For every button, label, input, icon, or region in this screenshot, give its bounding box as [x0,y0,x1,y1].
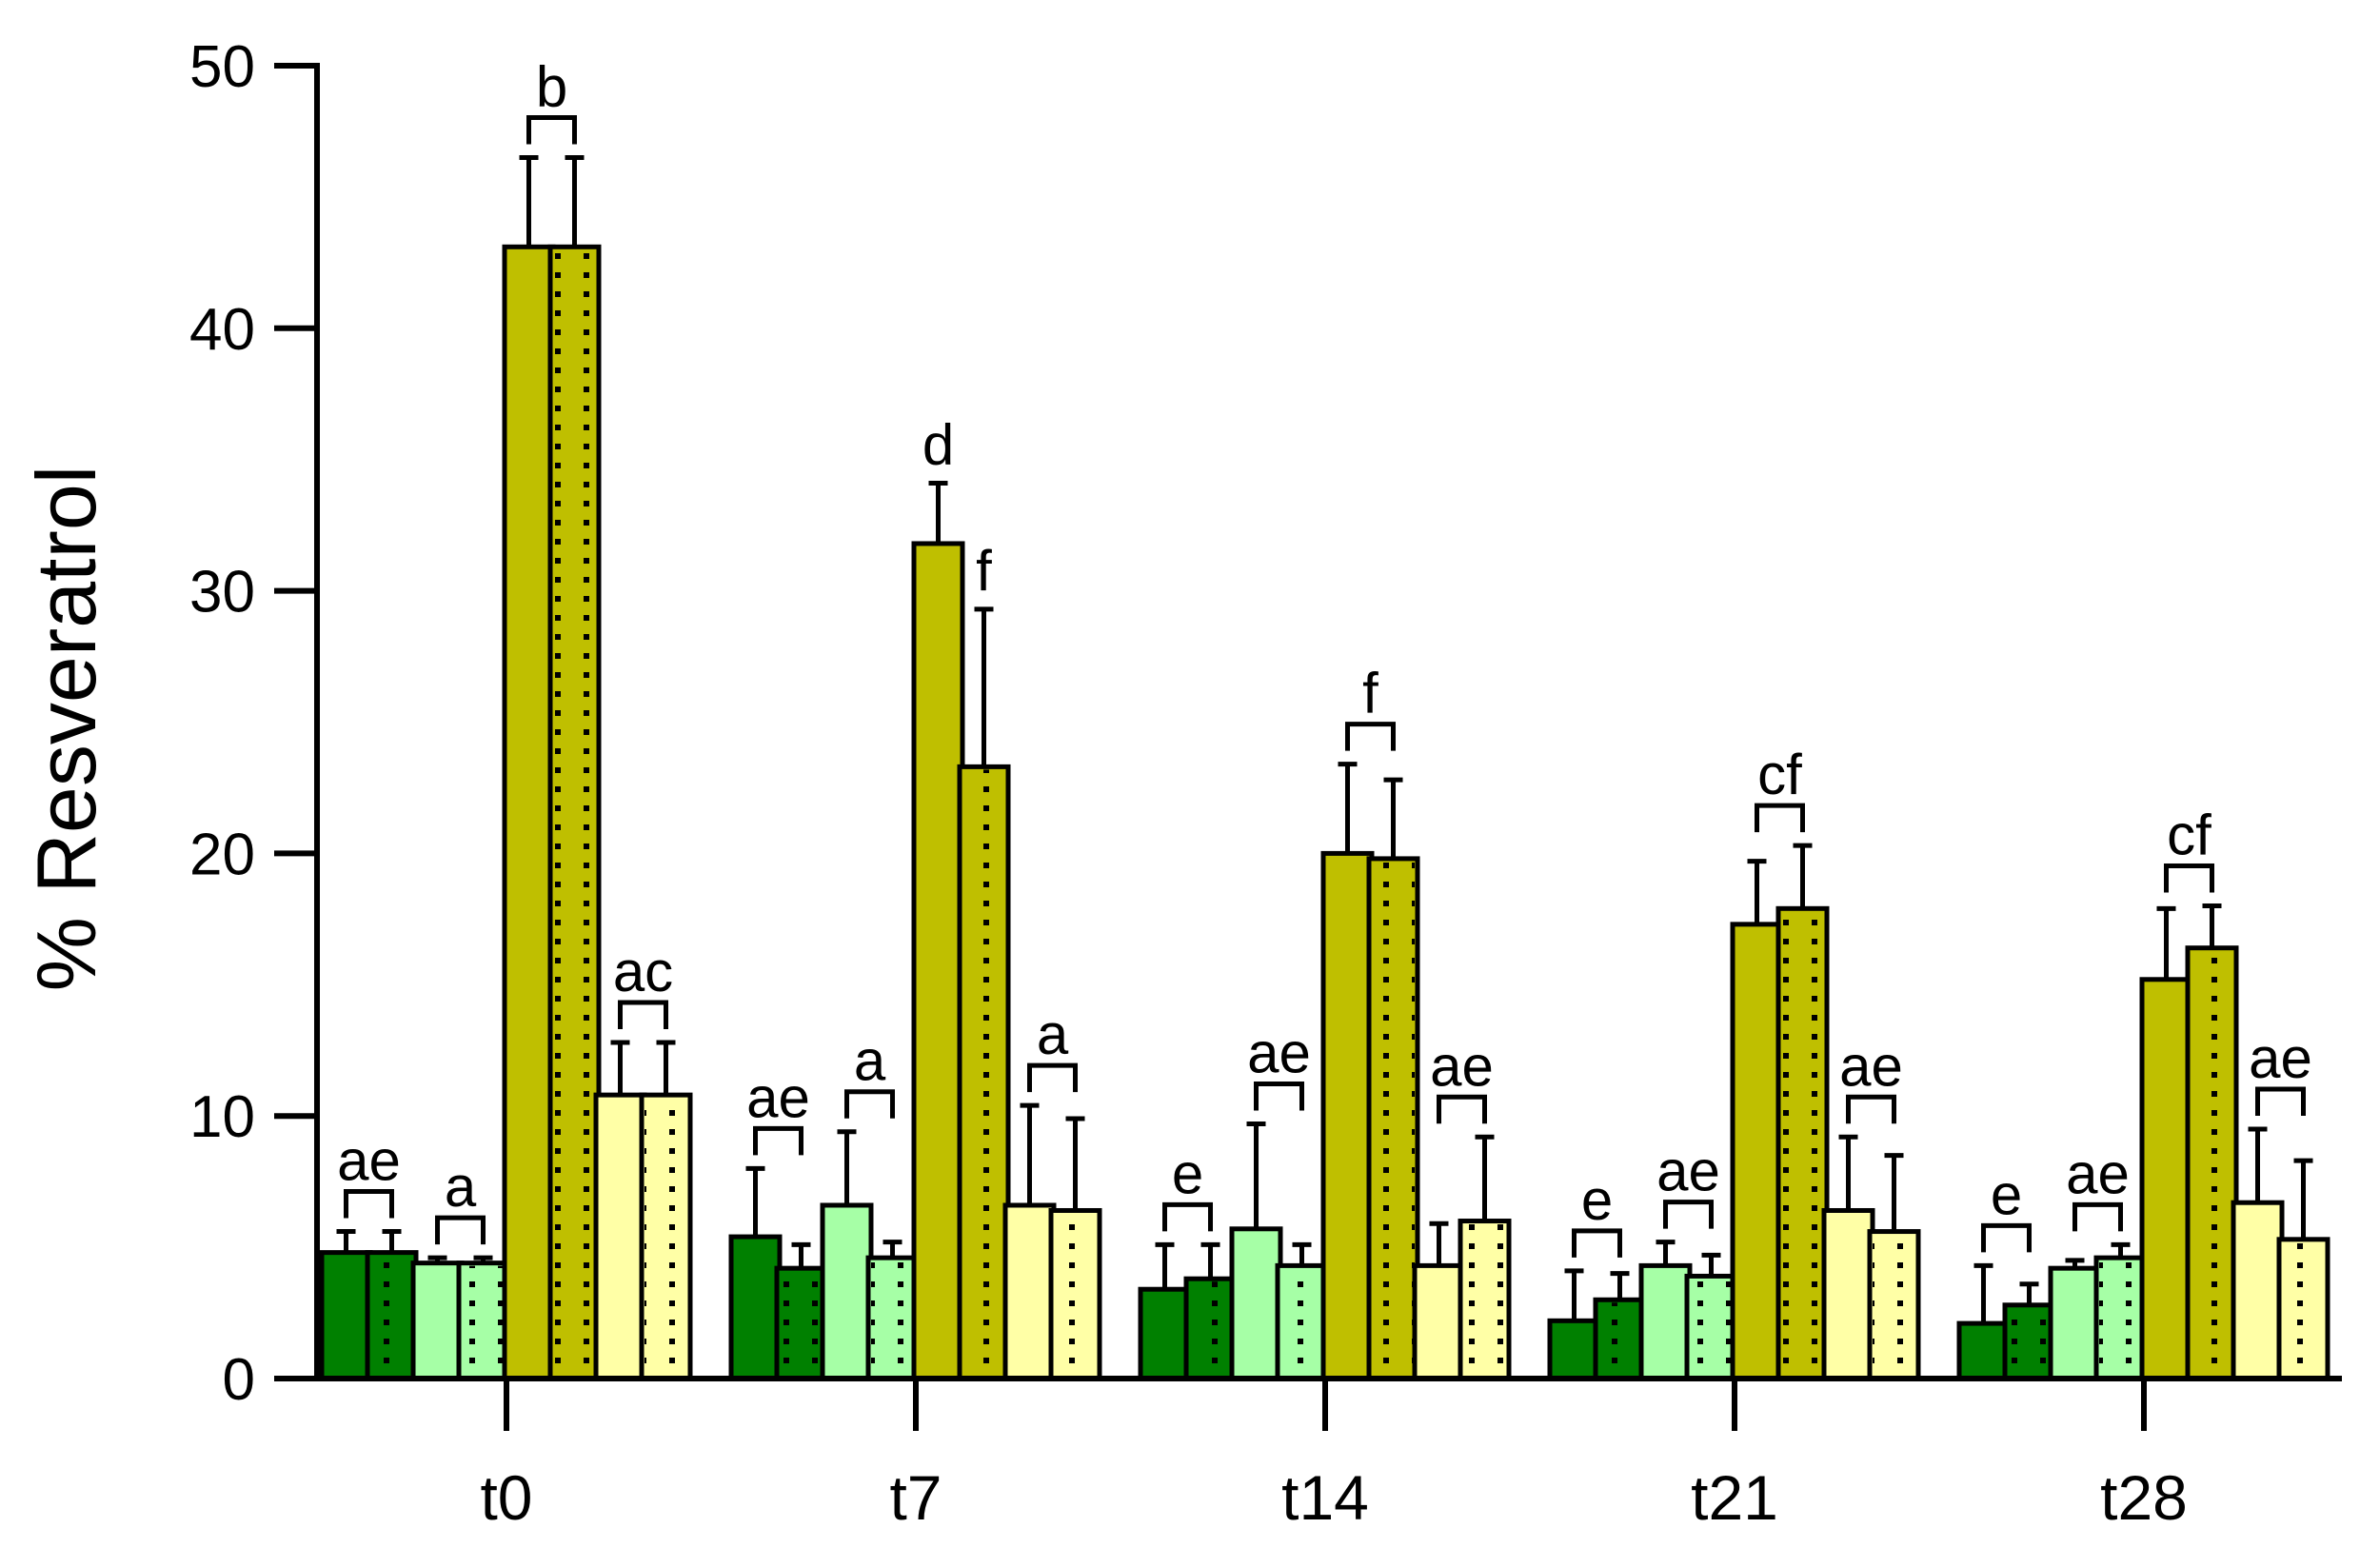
bar [1547,1318,1601,1381]
bar-dot-overlay [370,1255,413,1376]
significance-label: ac [613,940,673,1003]
bar-dot-overlay [1873,1234,1915,1376]
significance-bracket [1981,1222,2032,1253]
bar [1730,922,1784,1381]
bar-dot-overlay [1781,911,1824,1376]
bar-dot-overlay [1280,1268,1323,1376]
significance-bracket [1437,1094,1487,1124]
significance-bracket [1572,1228,1622,1258]
significance-label: b [536,55,567,119]
bar [1821,1207,1875,1381]
significance-label: cf [1757,743,1802,806]
significance-bracket [2072,1201,2123,1232]
y-tick-label: 40 [189,297,255,363]
significance-label: cf [2167,804,2211,867]
significance-label: a [1037,1002,1069,1066]
bar [1956,1320,2011,1381]
y-tick-label: 10 [189,1084,255,1150]
bar-dot-overlay [1598,1302,1641,1376]
bar-dot-overlay [1054,1213,1097,1376]
bar-dot-overlay [1690,1279,1733,1376]
x-tick-label: t7 [889,1462,942,1533]
bar [820,1202,874,1381]
bar-dot-overlay [645,1098,687,1376]
bar-dot-overlay [1372,861,1415,1376]
significance-bracket [1663,1200,1714,1229]
significance-label: ae [2249,1026,2312,1090]
significance-label: ae [337,1129,401,1193]
significance-bracket [435,1215,486,1245]
bar [319,1250,373,1381]
y-tick-label: 30 [189,560,255,625]
significance-label: ae [1656,1140,1720,1203]
significance-bracket [1755,803,1805,833]
bar [1229,1226,1283,1381]
significance-label: ae [1430,1034,1494,1098]
bar-dot-overlay [2099,1260,2142,1376]
y-tick-label: 20 [189,822,255,887]
significance-label: f [976,539,992,603]
significance-bracket [344,1189,394,1219]
bar [2048,1265,2102,1381]
significance-bracket [618,1000,668,1029]
significance-label: e [1172,1141,1203,1205]
significance-bracket [1162,1201,1213,1232]
x-tick-label: t14 [1281,1462,1369,1533]
bar [1320,850,1375,1381]
x-tick-label: t0 [480,1462,532,1533]
significance-bracket [1254,1081,1304,1111]
x-tick-label: t28 [2100,1462,2188,1533]
significance-label: e [1991,1162,2022,1226]
bar-dot-overlay [962,769,1005,1376]
significance-bracket [1846,1094,1896,1124]
significance-label: a [445,1155,477,1219]
bar-dot-overlay [2282,1241,2325,1376]
significance-bracket [753,1125,803,1156]
significance-bracket [1027,1062,1078,1093]
significance-label: ae [1839,1034,1903,1098]
y-tick-label: 50 [189,34,255,100]
bar [1138,1286,1192,1381]
significance-label: d [922,413,954,477]
bar-dot-overlay [780,1271,823,1376]
significance-bracket [1345,722,1396,751]
bar-dot-overlay [553,249,596,1376]
significance-bracket [844,1089,895,1119]
x-tick-label: t21 [1691,1462,1778,1533]
bar-dot-overlay [871,1260,914,1376]
y-tick-label: 0 [223,1347,255,1413]
bar-dot-overlay [1463,1223,1506,1376]
significance-bracket [2164,863,2214,893]
y-axis-label: % Resveratrol [19,466,113,992]
significance-label: ae [2066,1141,2130,1205]
significance-label: e [1581,1168,1613,1232]
bar-dot-overlay [2191,950,2233,1376]
significance-label: ae [1247,1021,1311,1084]
significance-bracket [526,115,577,145]
bar [728,1234,783,1381]
bar-dot-overlay [2008,1307,2051,1376]
bar [1412,1262,1466,1381]
significance-label: a [854,1029,886,1093]
bar [410,1260,465,1381]
bar [2231,1200,2285,1381]
significance-bracket [2255,1086,2306,1116]
bar [1638,1262,1693,1381]
bar [911,541,965,1381]
bar [502,244,556,1381]
bar [1002,1202,1057,1381]
significance-label: ae [746,1065,810,1129]
bar-dot-overlay [462,1265,505,1376]
bar [593,1092,647,1381]
bar [2139,977,2193,1381]
bar-dot-overlay [1189,1281,1232,1376]
significance-label: f [1362,662,1378,725]
